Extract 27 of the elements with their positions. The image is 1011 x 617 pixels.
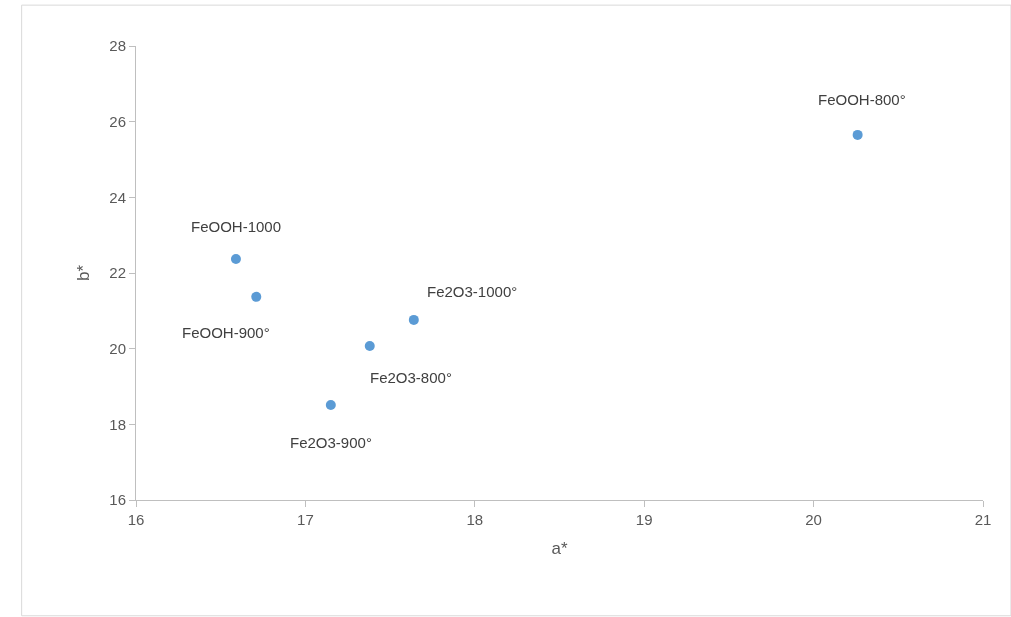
x-axis-title: a*: [551, 539, 568, 559]
point: [852, 129, 863, 140]
annotation: FeOOH-900°: [182, 324, 270, 341]
point: [325, 400, 336, 411]
annotation: Fe2O3-800°: [370, 369, 452, 386]
annotation: FeOOH-800°: [818, 91, 906, 108]
y-tick-label: 16: [109, 491, 126, 509]
x-tick-label: 19: [635, 511, 653, 528]
x-tick-label: 16: [127, 511, 145, 528]
x-tick-label: 20: [805, 511, 822, 528]
point: [230, 254, 241, 264]
y-tick-label: 24: [109, 188, 126, 206]
y-tick-label: 20: [109, 339, 126, 357]
y-tick-label: 22: [109, 264, 126, 282]
point: [251, 291, 262, 302]
annotation: FeOOH-1000: [191, 218, 282, 235]
y-tick-label: 26: [109, 112, 126, 130]
y-tick-label: 28: [109, 37, 126, 55]
y-tick-label: 18: [109, 415, 126, 433]
point: [364, 341, 375, 352]
y-axis-title: b*: [73, 264, 93, 282]
annotation: Fe2O3-1000°: [427, 283, 518, 300]
point: [408, 314, 419, 325]
x-tick-label: 18: [466, 511, 484, 528]
x-tick-label: 17: [297, 511, 314, 528]
annotation: Fe2O3-900°: [290, 434, 372, 451]
x-tick-label: 21: [974, 511, 992, 528]
